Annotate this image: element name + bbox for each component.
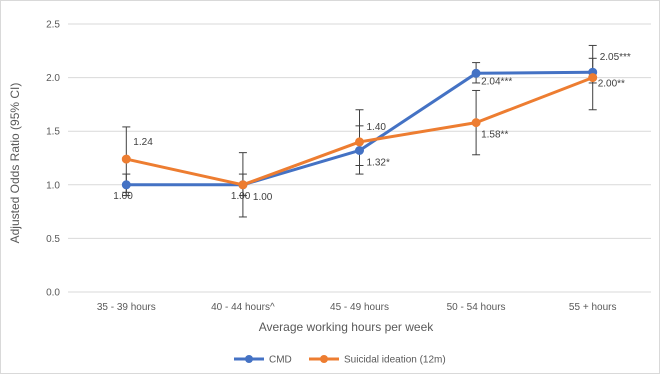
data-label: 1.00: [231, 191, 251, 202]
data-label: 1.00: [113, 191, 133, 202]
legend-label: Suicidal ideation (12m): [344, 355, 446, 366]
data-label: 2.05***: [600, 52, 631, 63]
legend-marker: [320, 355, 328, 363]
legend-label: CMD: [269, 355, 292, 366]
data-label: 2.04***: [481, 76, 512, 87]
x-tick-label: 35 - 39 hours: [97, 302, 156, 313]
legend-marker: [245, 355, 253, 363]
x-tick-label: 45 - 49 hours: [330, 302, 389, 313]
data-label: 1.58**: [481, 130, 508, 141]
data-label: 1.40: [367, 122, 387, 133]
data-label: 1.00: [253, 192, 273, 203]
data-label: 1.24: [133, 137, 153, 148]
x-axis-title: Average working hours per week: [259, 320, 435, 334]
gridlines: [68, 23, 651, 293]
x-axis-ticks: 35 - 39 hours 40 - 44 hours^ 45 - 49 hours…: [97, 302, 617, 313]
y-tick-label: 1.5: [46, 127, 60, 138]
data-label: 1.32*: [367, 157, 390, 168]
y-axis-title: Adjusted Odds Ratio (95% CI): [8, 83, 22, 244]
y-tick-label: 0.0: [46, 288, 60, 299]
x-tick-label: 55 + hours: [569, 302, 617, 313]
y-tick-label: 2.0: [46, 73, 60, 84]
legend: CMD Suicidal ideation (12m): [234, 355, 446, 366]
data-point: [355, 145, 364, 155]
data-point: [355, 137, 364, 147]
data-point: [238, 180, 248, 190]
y-tick-label: 2.5: [46, 20, 60, 31]
x-tick-label: 40 - 44 hours^: [211, 302, 275, 313]
data-label: 2.00**: [598, 79, 625, 90]
data-point: [471, 68, 481, 78]
series-lines: [121, 67, 598, 190]
x-tick-label: 50 - 54 hours: [447, 302, 506, 313]
data-point: [471, 118, 481, 128]
y-axis-ticks: 0.0 0.5 1.0 1.5 2.0 2.5: [46, 20, 60, 299]
y-tick-label: 1.0: [46, 180, 60, 191]
data-point: [121, 180, 131, 190]
data-point: [588, 73, 598, 83]
data-labels: 1.00 1.001.32*2.04***2.05***1.241.001.401…: [113, 52, 631, 203]
data-point: [121, 154, 131, 164]
y-tick-label: 0.5: [46, 234, 60, 245]
